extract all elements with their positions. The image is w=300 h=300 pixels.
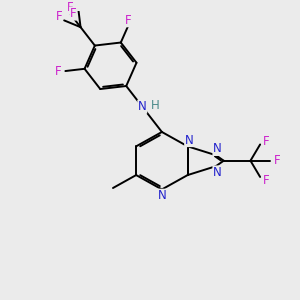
Text: F: F (263, 174, 269, 187)
Text: N: N (185, 134, 194, 146)
Text: N: N (158, 189, 166, 202)
Text: F: F (125, 14, 132, 27)
Text: F: F (56, 11, 62, 23)
Text: F: F (55, 64, 61, 77)
Text: N: N (138, 100, 147, 113)
Text: F: F (263, 134, 269, 148)
Text: F: F (274, 154, 281, 167)
Text: N: N (213, 166, 222, 179)
Text: F: F (70, 7, 76, 20)
Text: N: N (213, 142, 222, 155)
Text: F: F (67, 1, 73, 13)
Text: H: H (151, 99, 160, 112)
